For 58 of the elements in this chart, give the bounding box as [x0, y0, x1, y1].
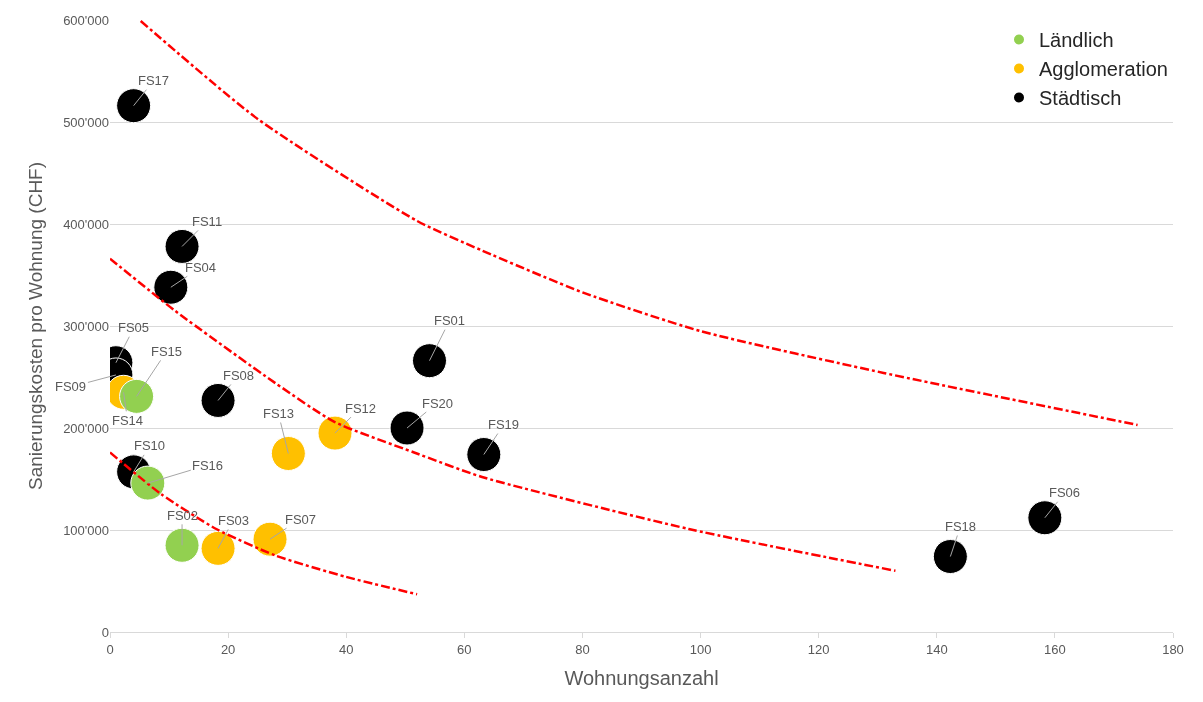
legend-label: Agglomeration [1039, 58, 1168, 81]
point [164, 228, 200, 264]
point [412, 343, 447, 379]
line-series [110, 451, 419, 596]
y-tick-label: 400'000 [63, 216, 109, 232]
annotation: FS09 [55, 379, 87, 394]
annotation: FS11 [192, 214, 223, 229]
y-tick-label: 500'000 [63, 114, 109, 130]
annotation: FS18 [945, 519, 977, 534]
y-tick-label: 0 [101, 624, 109, 640]
annotation: FS04 [185, 260, 217, 275]
annotation: FS16 [192, 458, 224, 473]
legend-label: Städtisch [1039, 87, 1122, 110]
point [116, 88, 152, 124]
annotation: FS15 [151, 344, 183, 359]
point [200, 530, 236, 566]
point [119, 378, 155, 414]
annotation: FS06 [1049, 485, 1081, 500]
annotation: FS12 [345, 401, 377, 416]
point [466, 437, 502, 472]
x-tick-label: 40 [338, 641, 354, 657]
point [1027, 500, 1063, 536]
y-tick-label: 100'000 [63, 522, 109, 538]
point [389, 410, 425, 446]
x-tick-label: 120 [807, 641, 830, 657]
x-tick-label: 20 [220, 641, 236, 657]
x-tick-label: 100 [689, 641, 712, 657]
x-tick-label: 160 [1044, 641, 1066, 657]
point [200, 382, 236, 418]
annotation: FS05 [118, 320, 150, 335]
annotation: FS20 [422, 396, 454, 411]
x-tick-label: 140 [925, 641, 948, 657]
annotation: FS08 [223, 368, 255, 383]
x-tick-label: 80 [575, 641, 590, 657]
point [164, 527, 200, 563]
y-tick-label: 300'000 [63, 318, 109, 334]
annotation: FS07 [285, 512, 317, 527]
x-tick-label: 60 [457, 641, 472, 657]
point [252, 521, 288, 557]
y-axis-title: Sanierungskosten pro Wohnung (CHF) [24, 161, 46, 491]
point [270, 436, 306, 471]
annotation: FS17 [138, 73, 170, 88]
y-tick-label: 200'000 [63, 420, 109, 436]
annotation: FS02 [167, 508, 199, 523]
point [317, 415, 353, 451]
x-axis-title: Wohnungsanzahl [564, 667, 719, 690]
annotation: FS01 [434, 313, 466, 328]
annotation: FS03 [218, 513, 250, 528]
y-tick-label: 600'000 [63, 12, 109, 28]
annotation: FS13 [263, 406, 295, 421]
annotation: FS14 [112, 413, 144, 428]
line-series [110, 257, 897, 573]
x-tick-label: 180 [1162, 641, 1184, 657]
annotation: FS10 [134, 438, 166, 453]
legend-label: Ländlich [1039, 29, 1114, 52]
annotation: FS19 [488, 417, 520, 432]
point [130, 465, 166, 501]
point [932, 539, 968, 574]
